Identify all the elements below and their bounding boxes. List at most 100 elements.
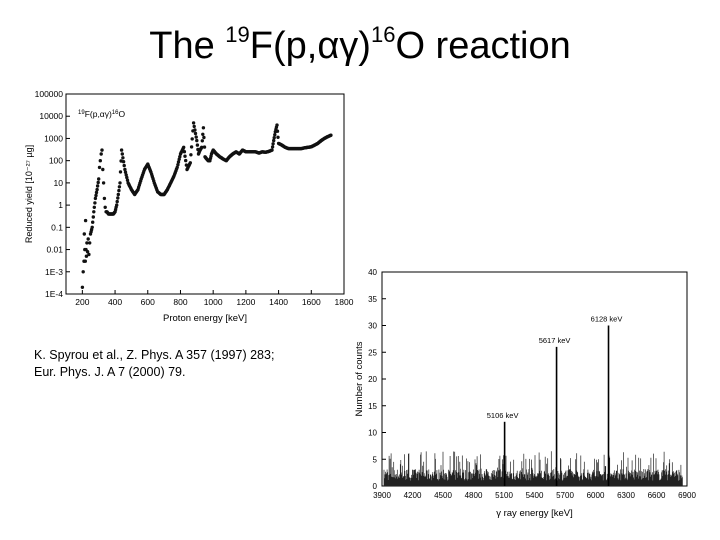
x-tick-label: 1000 bbox=[204, 297, 223, 307]
data-point bbox=[101, 181, 106, 185]
data-point bbox=[92, 205, 97, 209]
data-point bbox=[184, 158, 188, 163]
y-tick-label: 20 bbox=[368, 375, 377, 384]
data-point bbox=[125, 178, 130, 182]
x-tick-label: 1800 bbox=[335, 297, 354, 307]
x-tick-label: 5700 bbox=[556, 491, 574, 500]
data-point bbox=[116, 196, 120, 200]
data-point bbox=[83, 259, 87, 263]
y-tick-label: 10 bbox=[368, 429, 377, 438]
data-point bbox=[103, 205, 107, 209]
annotation-superscript: 19 bbox=[78, 110, 85, 116]
data-point bbox=[191, 121, 196, 125]
y-tick-label: 40 bbox=[368, 268, 377, 277]
data-point bbox=[95, 184, 100, 188]
data-point bbox=[202, 135, 206, 140]
title-part-1: The bbox=[149, 25, 226, 67]
title-superscript-mass-16: 16 bbox=[370, 22, 396, 47]
data-point bbox=[102, 196, 107, 201]
x-tick-label: 1600 bbox=[302, 297, 321, 307]
data-point bbox=[82, 232, 86, 236]
x-tick-label: 6600 bbox=[648, 491, 666, 500]
data-point bbox=[175, 165, 179, 170]
y-tick-label: 1 bbox=[58, 200, 63, 210]
data-point bbox=[92, 210, 96, 214]
data-point bbox=[97, 177, 101, 181]
peak-label: 5106 keV bbox=[487, 411, 519, 420]
x-axis-title: Proton energy [keV] bbox=[163, 313, 247, 324]
y-axis-title: Number of counts bbox=[354, 341, 365, 416]
data-point bbox=[193, 131, 198, 136]
data-point bbox=[80, 285, 85, 289]
data-point bbox=[190, 137, 194, 141]
plot-frame bbox=[65, 93, 345, 295]
x-tick-label: 4500 bbox=[434, 491, 452, 500]
background-counts bbox=[383, 451, 683, 486]
x-tick-label: 200 bbox=[75, 297, 89, 307]
data-point bbox=[329, 133, 333, 137]
y-tick-label: 5 bbox=[373, 455, 378, 464]
y-tick-label: 10 bbox=[54, 178, 64, 188]
x-tick-label: 4800 bbox=[465, 491, 483, 500]
data-point bbox=[182, 145, 186, 149]
x-tick-label: 6000 bbox=[587, 491, 605, 500]
x-tick-label: 800 bbox=[173, 297, 187, 307]
y-tick-label: 30 bbox=[368, 322, 377, 331]
citation: K. Spyrou et al., Z. Phys. A 357 (1997) … bbox=[34, 347, 274, 381]
data-point bbox=[90, 225, 94, 229]
x-tick-label: 600 bbox=[141, 297, 155, 307]
title-superscript-mass-19: 19 bbox=[225, 22, 250, 47]
data-point bbox=[124, 173, 128, 177]
data-point bbox=[86, 237, 90, 241]
data-point bbox=[275, 129, 280, 133]
data-point bbox=[85, 241, 89, 245]
x-axis-title: γ ray energy [keV] bbox=[496, 508, 573, 519]
data-point bbox=[195, 138, 199, 143]
data-point bbox=[125, 175, 129, 180]
data-point bbox=[85, 250, 90, 254]
slide-title: The 19F(p,αγ)16O reaction bbox=[0, 22, 720, 70]
data-point bbox=[273, 133, 277, 137]
x-tick-label: 1200 bbox=[236, 297, 255, 307]
annotation-superscript: 16 bbox=[112, 110, 119, 116]
data-point bbox=[189, 153, 193, 157]
data-point bbox=[117, 188, 121, 193]
y-tick-label: 15 bbox=[368, 402, 377, 411]
data-point bbox=[91, 215, 96, 219]
data-point bbox=[88, 241, 92, 245]
data-point bbox=[91, 220, 95, 224]
data-point bbox=[272, 136, 276, 140]
data-point bbox=[93, 196, 98, 201]
data-point bbox=[183, 154, 187, 158]
data-point bbox=[272, 138, 276, 143]
x-tick-label: 5100 bbox=[495, 491, 513, 500]
data-point bbox=[115, 199, 119, 204]
x-tick-label: 3900 bbox=[373, 491, 391, 500]
data-point bbox=[188, 161, 192, 165]
y-tick-label: 100 bbox=[49, 156, 63, 166]
annotation-text: O bbox=[118, 109, 125, 119]
peak-label: 6128 keV bbox=[591, 315, 623, 324]
data-point bbox=[117, 185, 122, 189]
data-point bbox=[93, 201, 97, 205]
x-tick-label: 5400 bbox=[526, 491, 544, 500]
peak-label: 5617 keV bbox=[539, 336, 571, 345]
data-point bbox=[176, 163, 180, 167]
data-point bbox=[202, 145, 207, 149]
y-tick-label: 0.1 bbox=[51, 222, 63, 232]
data-point bbox=[178, 155, 182, 159]
data-point bbox=[94, 190, 99, 195]
yield-chart: 200 400 600 800 1000 1200 1400 1600 1800 1E-4 1E-3… bbox=[24, 89, 354, 324]
data-point bbox=[200, 139, 204, 143]
data-point bbox=[98, 159, 103, 163]
y-tick-label: 0.01 bbox=[46, 245, 63, 255]
data-point bbox=[193, 128, 197, 132]
data-point bbox=[120, 152, 125, 156]
data-point bbox=[195, 143, 200, 147]
data-point bbox=[118, 181, 122, 185]
data-point bbox=[271, 142, 275, 146]
data-point bbox=[201, 132, 205, 136]
annotation-text: F(p,αγ) bbox=[85, 109, 112, 119]
data-point bbox=[121, 160, 126, 164]
x-tick-label: 6300 bbox=[617, 491, 635, 500]
